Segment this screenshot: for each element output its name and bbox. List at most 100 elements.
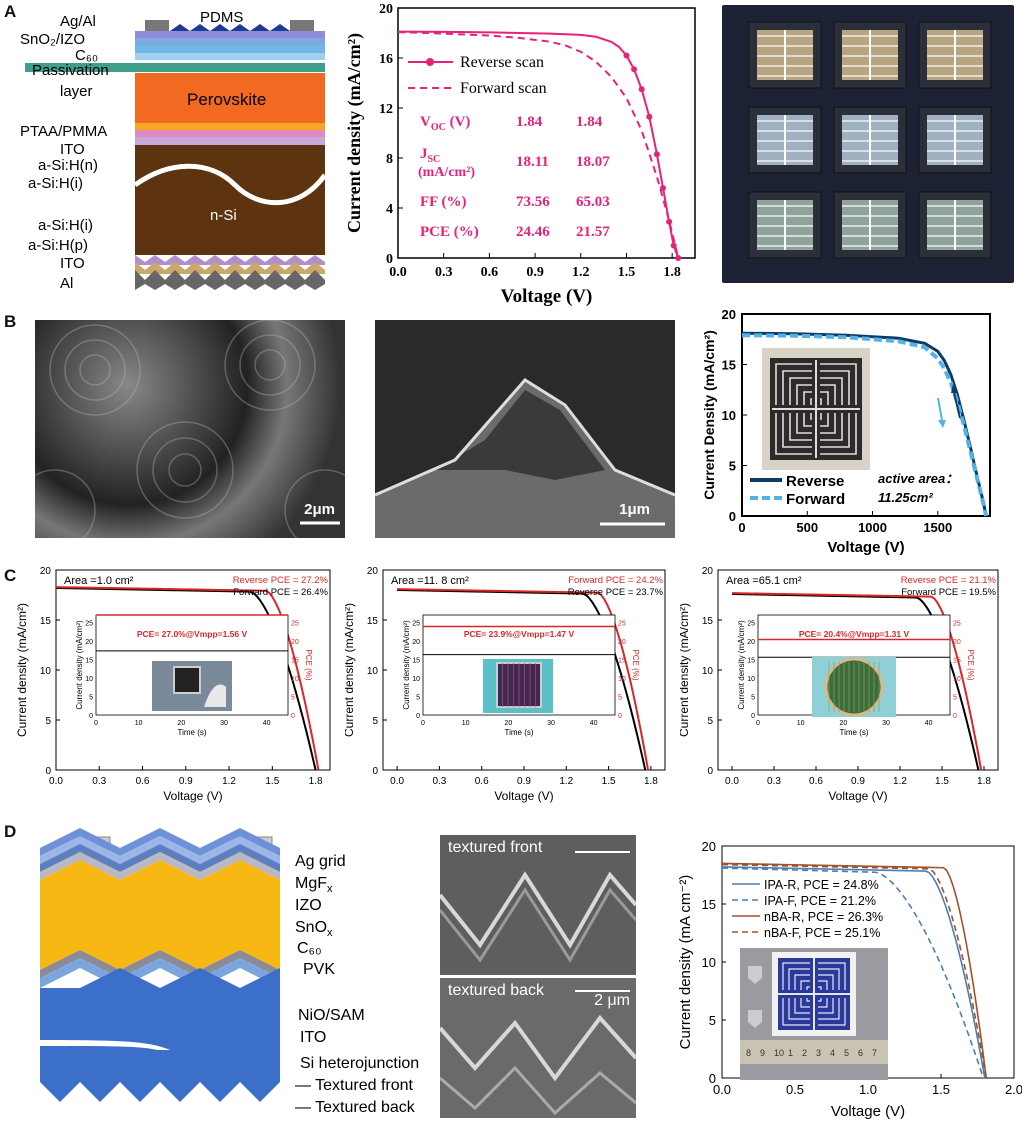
active-area-label: active area： — [878, 471, 958, 486]
y-tick-label: 0 — [729, 509, 736, 524]
table-cell-forward: 65.03 — [576, 194, 610, 210]
stack-label-sno2: SnO₂/IZO — [20, 31, 85, 48]
inset-finger — [794, 974, 810, 990]
x-tick-label: 1.5 — [602, 776, 616, 787]
inset-y-tick: 20 — [412, 639, 420, 646]
series-line-1 — [397, 31, 680, 259]
inset-finger — [820, 413, 857, 455]
inset-y-tick: 20 — [747, 639, 755, 646]
si-interface-line — [40, 1040, 280, 1064]
panelD-sem-back: textured back 2 μm — [440, 978, 636, 1118]
y-axis-label: Current density (mA/cm²) — [15, 603, 29, 737]
layer-si — [40, 968, 280, 1050]
stack-label-agal: Ag/Al — [60, 13, 96, 30]
inset-finger — [800, 998, 810, 1008]
inset-finger — [800, 980, 810, 990]
d-label-back: — Textured back — [295, 1099, 416, 1116]
x-axis-label: Voltage (V) — [163, 789, 222, 803]
inset-y-label: Current density (mA/cm²) — [75, 620, 84, 710]
y-tick-label: 20 — [702, 566, 714, 577]
legend-entry-1: IPA-F, PCE = 21.2% — [764, 894, 876, 908]
layer-mgf — [40, 828, 280, 856]
x-tick-label: 0.9 — [526, 265, 544, 280]
pce-red-label: Reverse PCE = 21.1% — [901, 575, 997, 586]
inset-y-tick: 25 — [747, 620, 755, 627]
photo-holder — [204, 684, 226, 707]
y-tick-label: 12 — [379, 102, 393, 117]
x-tick-label: 0.6 — [809, 776, 823, 787]
inset-y2-tick: 5 — [291, 694, 295, 701]
x-tick-label: 1.2 — [893, 776, 907, 787]
y-tick-label: 16 — [379, 52, 393, 67]
panel-label-c: C — [4, 566, 17, 585]
inset-x-tick: 30 — [547, 720, 555, 727]
arrow-head — [938, 420, 946, 428]
stack-label-ptaa: PTAA/PMMA — [20, 123, 107, 140]
inset-y2-label: PCE (%) — [304, 649, 313, 680]
d-label-izo: IZO — [295, 897, 322, 914]
table-cell-forward: 21.57 — [576, 224, 610, 240]
layer-pvk — [40, 860, 280, 970]
inset-photo: 8 9 10 1 2 3 4 5 6 7 — [740, 948, 888, 1080]
inset-finger — [820, 398, 822, 405]
inset-finger — [818, 968, 840, 990]
x-tick-label: 0.6 — [136, 776, 150, 787]
y-tick-label: 20 — [379, 2, 393, 17]
table-cell-reverse: 73.56 — [516, 194, 550, 210]
data-point — [638, 86, 645, 93]
inset-finger — [796, 384, 812, 405]
pce-black-label: Forward PCE = 26.4% — [233, 587, 328, 598]
inset-finger — [806, 986, 810, 990]
inset-finger — [820, 413, 836, 434]
x-tick-label: 0.0 — [725, 776, 739, 787]
panelC-chart-3: 0.0 0.3 0.6 0.9 1.2 1.5 1.8 0 5 10 15 20 Voltage (V)… — [680, 566, 999, 803]
inset-x-tick: 30 — [220, 720, 228, 727]
inset-y-tick: 5 — [416, 694, 420, 701]
y-tick-label: 0 — [372, 766, 378, 777]
inset-x-tick: 40 — [263, 720, 271, 727]
y-tick-label: 15 — [367, 616, 379, 627]
stack-label-asihn: a-Si:H(n) — [38, 157, 98, 174]
panelD-device-stack: Ag grid MgFx IZO SnOx C₆₀ PVK NiO/SAM IT… — [40, 828, 419, 1116]
d-label-niosam: NiO/SAM — [298, 1007, 365, 1024]
inset-pce-label: PCE= 27.0%@Vmpp=1.56 V — [137, 629, 248, 639]
inset-y-tick: 10 — [412, 676, 420, 683]
table-cell-forward: 1.84 — [576, 114, 603, 130]
y-axis-label: Current density (mA/cm²) — [345, 603, 356, 737]
inset-x-tick: 20 — [839, 720, 847, 727]
inset-finger — [775, 363, 812, 405]
inset-y-tick: 15 — [412, 657, 420, 664]
y-tick-label: 20 — [40, 566, 52, 577]
area-label: Area =11. 8 cm² — [391, 575, 469, 587]
scale-bar-2um: 2μm — [304, 501, 335, 518]
series-line-1 — [741, 333, 989, 517]
device-array-graphic — [748, 21, 992, 259]
inset-y-tick: 10 — [85, 676, 93, 683]
ruler-digit: 8 — [746, 1048, 751, 1058]
inset-pce-label: PCE= 23.9%@Vmpp=1.47 V — [464, 629, 575, 639]
x-axis-label: Voltage (V) — [831, 1103, 905, 1120]
shield-icon — [748, 1010, 762, 1028]
x-tick-label: 1.8 — [644, 776, 658, 787]
y-tick-label: 10 — [40, 666, 52, 677]
y-tick-label: 10 — [702, 955, 716, 970]
inset-y2-tick: 5 — [953, 694, 957, 701]
sem-front-label: textured front — [448, 839, 543, 856]
x-tick-label: 0.6 — [481, 265, 499, 280]
inset-x-tick: 0 — [421, 720, 425, 727]
x-tick-label: 1.2 — [222, 776, 236, 787]
inset-x-tick: 0 — [94, 720, 98, 727]
x-tick-label: 1500 — [923, 520, 952, 535]
inset-finger — [789, 413, 812, 441]
stack-label-ito-top: ITO — [60, 141, 85, 158]
pce-red-label: Forward PCE = 24.2% — [568, 575, 663, 586]
inset-finger — [818, 998, 822, 1002]
series-line-2 — [721, 862, 988, 1079]
y-tick-label: 4 — [386, 202, 393, 217]
d-label-snox: SnOx — [295, 919, 333, 939]
x-tick-label: 0.0 — [713, 1082, 731, 1097]
jv-curve-red — [397, 588, 650, 771]
legend-marker — [426, 58, 434, 66]
layer-ito — [40, 958, 280, 988]
x-axis-label: Voltage (V) — [501, 286, 593, 307]
